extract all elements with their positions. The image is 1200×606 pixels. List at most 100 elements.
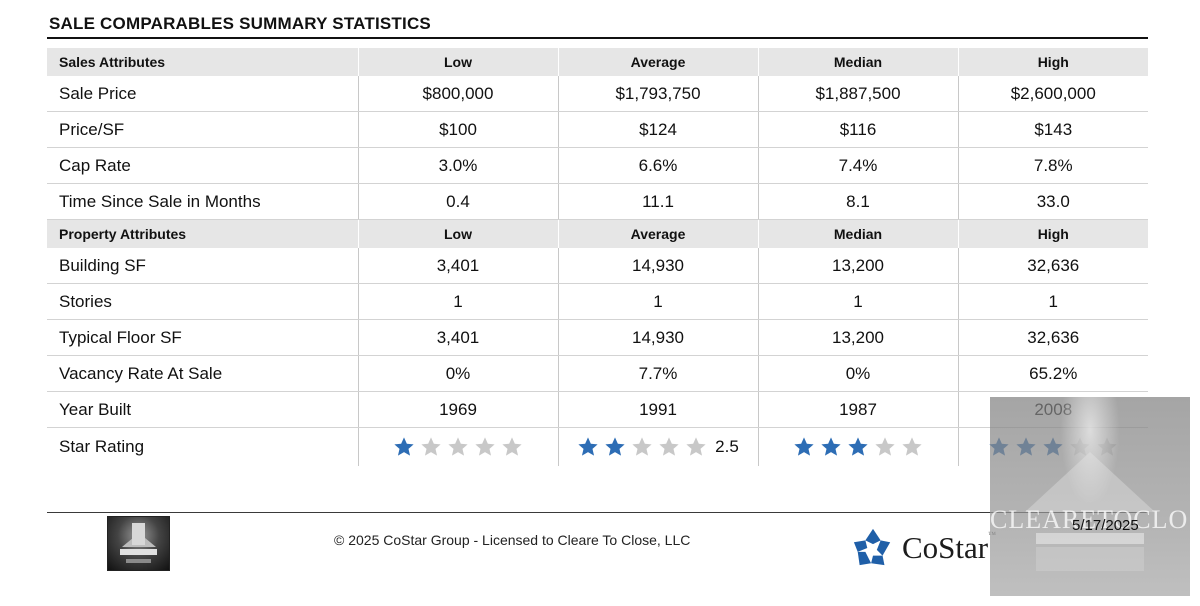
watermark-roof-shape: [1025, 452, 1155, 512]
table-row-stories: Stories 1 1 1 1: [47, 283, 1148, 320]
cell-average: $1,793,750: [557, 76, 758, 112]
row-label: Building SF: [47, 248, 358, 284]
cell-low: 1969: [357, 391, 558, 428]
copyright-notice: © 2025 CoStar Group - Licensed to Cleare…: [334, 532, 691, 548]
cell-high: 7.8%: [957, 147, 1148, 184]
cell-low: $100: [357, 111, 558, 148]
watermark-glow: [1060, 397, 1120, 507]
row-label: Vacancy Rate At Sale: [47, 355, 358, 392]
watermark-contact-block: [1036, 547, 1144, 571]
cell-average: 7.7%: [557, 355, 758, 392]
sales-attributes-header-row: Sales Attributes Low Average Median High: [47, 48, 1148, 76]
cell-median: $1,887,500: [757, 76, 958, 112]
header-low: Low: [357, 219, 558, 248]
table-row-time-since-sale: Time Since Sale in Months 0.4 11.1 8.1 3…: [47, 183, 1148, 220]
header-low: Low: [357, 48, 558, 76]
cell-high: 33.0: [957, 183, 1148, 220]
header-label: Property Attributes: [47, 219, 358, 248]
row-label: Star Rating: [59, 437, 145, 456]
cell-high: 32,636: [957, 319, 1148, 356]
watermark-bar: [1036, 533, 1144, 544]
star-rating-median: [757, 427, 958, 466]
cell-median: 0%: [757, 355, 958, 392]
star-filled-icon: [794, 437, 814, 456]
row-label: Typical Floor SF: [47, 319, 358, 356]
header-average: Average: [557, 219, 758, 248]
cell-average: $124: [557, 111, 758, 148]
star-empty-icon: [902, 437, 922, 456]
property-attributes-header-row: Property Attributes Low Average Median H…: [47, 219, 1148, 248]
logo-building-shape: [132, 523, 145, 545]
costar-star-icon: [853, 528, 891, 566]
watermark-overlay: CLEARETOCLOSE: [990, 397, 1200, 596]
cell-median: 13,200: [757, 319, 958, 356]
logo-tagline: [126, 559, 151, 563]
cell-high: 65.2%: [957, 355, 1148, 392]
cell-low: 3.0%: [357, 147, 558, 184]
cell-median: 8.1: [757, 183, 958, 220]
star-empty-icon: [475, 437, 495, 456]
star-rating: 2.5: [577, 436, 739, 458]
header-average: Average: [557, 48, 758, 76]
table-row-price-per-sf: Price/SF $100 $124 $116 $143: [47, 111, 1148, 148]
star-rating: [793, 436, 923, 458]
cell-average: 14,930: [557, 319, 758, 356]
cell-high: $2,600,000: [957, 76, 1148, 112]
cell-average: 1: [557, 283, 758, 320]
cell-median: 7.4%: [757, 147, 958, 184]
star-empty-icon: [875, 437, 895, 456]
cell-median: 1: [757, 283, 958, 320]
cell-low: $800,000: [357, 76, 558, 112]
cell-high: 1: [957, 283, 1148, 320]
cell-average: 11.1: [557, 183, 758, 220]
header-median: Median: [757, 219, 958, 248]
header-label: Sales Attributes: [47, 48, 358, 76]
row-label: Time Since Sale in Months: [47, 183, 358, 220]
costar-wordmark: CoStar™: [902, 530, 996, 566]
cell-high: 32,636: [957, 248, 1148, 284]
row-label: Year Built: [47, 391, 358, 428]
costar-brand-text: CoStar: [902, 530, 989, 565]
cell-low: 0.4: [357, 183, 558, 220]
star-filled-icon: [578, 437, 598, 456]
report-date: 5/17/2025: [1072, 517, 1139, 534]
cleare-to-close-logo: [107, 516, 170, 571]
row-label: Cap Rate: [47, 147, 358, 184]
star-filled-icon: [394, 437, 414, 456]
cell-median: 1987: [757, 391, 958, 428]
cell-low: 1: [357, 283, 558, 320]
star-filled-icon: [605, 437, 625, 456]
star-empty-icon: [686, 437, 706, 456]
header-high: High: [957, 48, 1148, 76]
star-empty-icon: [502, 437, 522, 456]
cell-average: 1991: [557, 391, 758, 428]
header-high: High: [957, 219, 1148, 248]
cell-average: 14,930: [557, 248, 758, 284]
cell-median: $116: [757, 111, 958, 148]
table-row-cap-rate: Cap Rate 3.0% 6.6% 7.4% 7.8%: [47, 147, 1148, 184]
star-rating-low: [357, 427, 558, 466]
footer-divider: [47, 512, 1148, 513]
star-filled-icon: [848, 437, 868, 456]
table-row-vacancy-rate: Vacancy Rate At Sale 0% 7.7% 0% 65.2%: [47, 355, 1148, 392]
cell-average: 6.6%: [557, 147, 758, 184]
cell-low: 3,401: [357, 319, 558, 356]
table-row-star-rating: Star Rating 2.5: [47, 427, 1148, 466]
summary-statistics-table: Sales Attributes Low Average Median High…: [47, 48, 1148, 466]
table-row-typical-floor-sf: Typical Floor SF 3,401 14,930 13,200 32,…: [47, 319, 1148, 356]
star-empty-icon: [421, 437, 441, 456]
star-empty-icon: [448, 437, 468, 456]
star-rating: [393, 436, 523, 458]
report-title: SALE COMPARABLES SUMMARY STATISTICS: [49, 14, 431, 33]
star-empty-icon: [659, 437, 679, 456]
star-rating-average: 2.5: [557, 427, 758, 466]
star-filled-icon: [821, 437, 841, 456]
row-label: Stories: [47, 283, 358, 320]
cell-high: $143: [957, 111, 1148, 148]
table-row-sale-price: Sale Price $800,000 $1,793,750 $1,887,50…: [47, 76, 1148, 112]
logo-wordmark: [120, 549, 157, 555]
table-row-year-built: Year Built 1969 1991 1987 2008: [47, 391, 1148, 428]
title-divider: [47, 37, 1148, 39]
star-empty-icon: [632, 437, 652, 456]
table-row-building-sf: Building SF 3,401 14,930 13,200 32,636: [47, 248, 1148, 284]
